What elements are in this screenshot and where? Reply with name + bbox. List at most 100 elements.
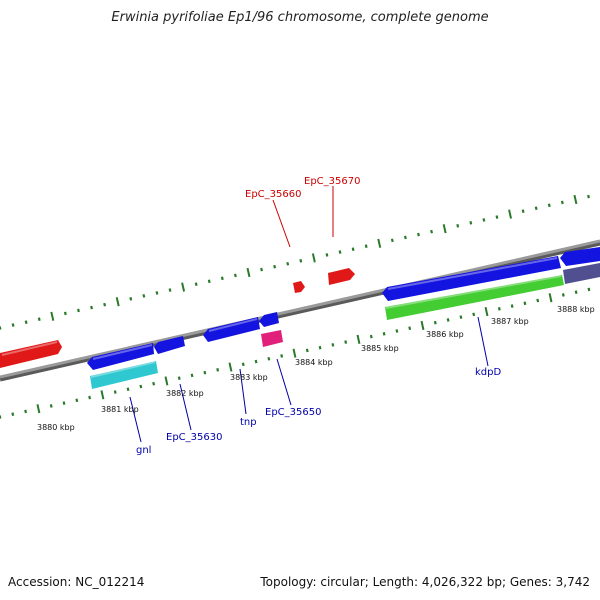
minor-tick [75,398,79,403]
minor-tick [574,290,578,294]
major-tick [573,194,578,205]
scale-label: 3881 kbp [101,405,139,414]
major-tick [442,224,447,234]
minor-tick [11,323,15,327]
gene-arrow-reverse[interactable] [560,247,600,266]
minor-tick [113,390,117,394]
major-tick [115,297,120,307]
major-tick [181,282,186,292]
minor-tick [152,381,156,386]
gene-arrow-reverse[interactable] [259,312,279,327]
minor-tick [37,317,41,322]
minor-tick [24,409,28,414]
rna-feature[interactable] [90,361,158,389]
minor-tick [203,370,207,375]
scale-label: 3888 kbp [557,305,595,314]
minor-tick [456,223,460,228]
minor-tick [482,218,486,222]
minor-tick [382,331,386,336]
gene-label-reverse[interactable]: tnp [240,417,257,428]
major-tick [548,293,553,303]
minor-tick [344,340,348,344]
minor-tick [155,291,159,295]
minor-tick [77,308,80,313]
minor-tick [497,307,501,311]
scale-label: 3883 kbp [230,373,268,382]
reverse-strand-genes [87,247,600,370]
gene-label-forward[interactable]: EpC_35660 [245,189,301,200]
gene-arrow-forward[interactable] [293,281,305,293]
gene-arrow-forward[interactable] [328,268,355,285]
minor-tick [126,387,130,392]
major-tick [356,334,361,344]
minor-tick [142,294,146,298]
minor-tick [469,221,473,225]
minor-tick [299,259,303,263]
minor-tick [216,368,220,372]
minor-tick [260,267,263,272]
gene-arrow-reverse[interactable] [203,317,260,342]
minor-tick [587,194,590,199]
other-features [90,263,600,389]
minor-tick [472,312,476,317]
minor-tick [523,301,527,306]
minor-tick [62,401,66,405]
minor-tick [49,404,53,408]
major-tick [508,209,512,219]
genome-summary: Topology: circular; Length: 4,026,322 bp… [260,575,590,589]
minor-tick [325,253,329,257]
gene-arrow-reverse[interactable] [154,336,185,354]
major-tick [164,376,169,386]
slate-feature[interactable] [563,263,600,284]
gene-label-reverse[interactable]: kdpD [475,367,501,378]
scale-label: 3880 kbp [37,423,75,432]
minor-tick [430,229,433,234]
scale-label: 3885 kbp [361,344,399,353]
tick-track-inner [0,287,591,419]
accession-label: Accession: NC_012214 [8,575,145,589]
gene-arrow-reverse[interactable] [382,256,561,301]
minor-tick [318,345,322,350]
minor-tick [139,384,143,389]
minor-tick [286,261,290,266]
minor-tick [536,298,540,303]
gene-arrow-reverse[interactable] [87,343,154,370]
minor-tick [560,200,564,205]
minor-tick [168,288,172,292]
major-tick [292,348,297,358]
gene-label-reverse[interactable]: EpC_35630 [166,432,222,443]
major-tick [420,320,425,331]
map-title: Erwinia pyrifoliae Ep1/96 chromosome, co… [111,10,489,25]
minor-tick [338,250,342,254]
major-tick [377,238,382,248]
minor-tick [220,276,224,281]
minor-tick [331,343,335,347]
minor-tick [194,282,198,286]
major-tick [36,404,41,414]
feature-highlights [1,257,562,378]
minor-tick [177,376,181,380]
minor-tick [207,279,211,284]
minor-tick [241,362,245,367]
minor-tick [433,320,437,325]
gene-arrow-forward[interactable] [0,340,62,368]
minor-tick [510,304,514,308]
minor-tick [369,334,373,339]
minor-tick [267,356,271,361]
major-tick [311,253,316,263]
minor-tick [408,326,412,331]
misc-feature[interactable] [261,330,283,347]
scale-label: 3887 kbp [491,317,529,326]
gene-label-forward[interactable]: EpC_35670 [304,176,360,187]
minor-tick [280,354,284,358]
scale-labels: 3880 kbp 3881 kbp 3882 kbp 3883 kbp 3884… [37,305,595,432]
major-tick [50,311,55,321]
minor-tick [403,235,407,240]
minor-tick [395,329,399,333]
cds-feature[interactable] [385,275,564,320]
minor-tick [495,215,499,219]
gene-label-reverse[interactable]: gnl [136,445,151,456]
minor-tick [521,209,525,213]
gene-label-reverse[interactable]: EpC_35650 [265,407,321,418]
